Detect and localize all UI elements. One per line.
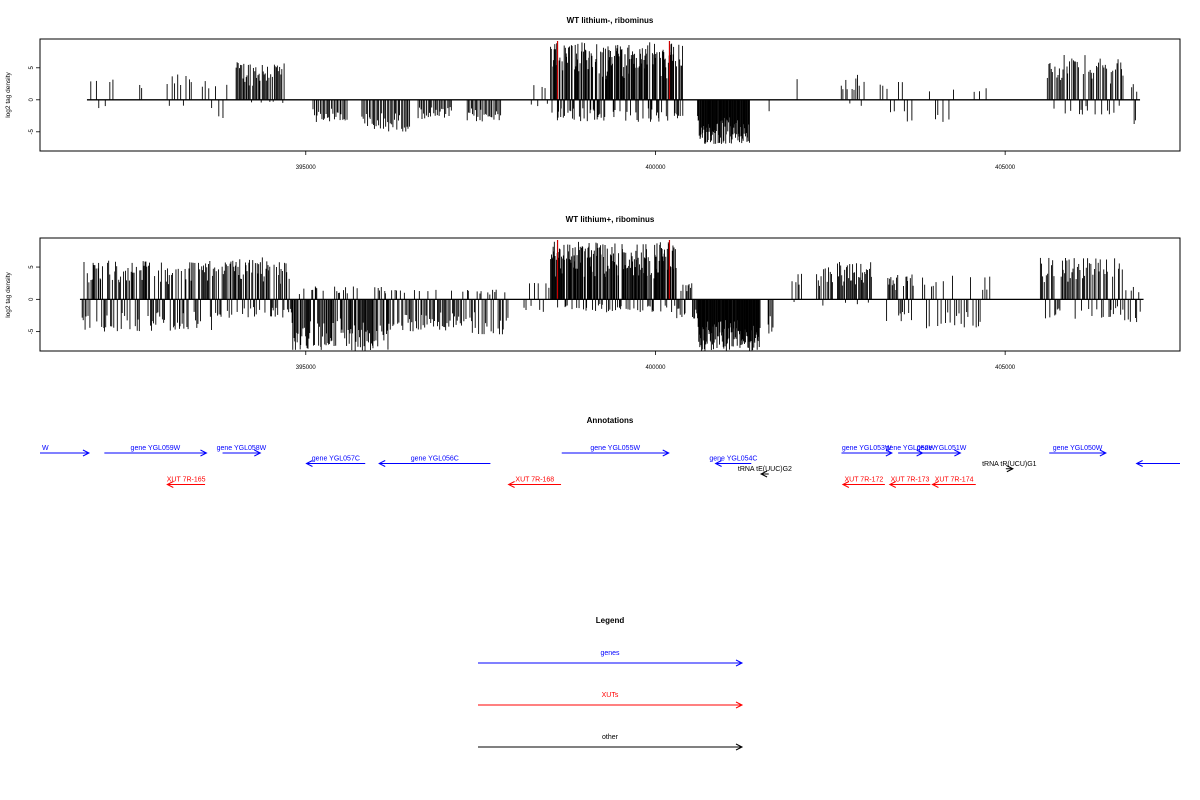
xut-feature-label: XUT 7R-165 [167,477,206,484]
y-tick-label: -5 [29,328,35,334]
gene-feature-label: gene YGL057C [312,456,360,463]
xut-feature-label: XUT 7R-168 [515,477,554,484]
legend-other-arrow [478,743,744,751]
x-tick-label: 395000 [296,365,317,371]
panel-1-ylabel: log2 tag density [5,71,12,117]
gene-feature-label: gene YGL050W [1053,445,1103,452]
gene-feature-arrow [104,449,208,457]
panel-2-signal [79,240,1144,351]
x-tick-label: 400000 [645,365,666,371]
panel-2-title: WT lithium+, ribominus [566,215,655,224]
y-tick-label: 0 [29,97,35,101]
gene-feature-label: gene YGL054C [709,456,757,463]
legend-gene-arrow [478,659,744,667]
other-feature-label: tRNA tE(UUC)G2 [738,466,792,473]
legend-entries: genes XUTs other [478,650,744,751]
gene-feature-label: gene YGL056C [411,456,459,463]
y-tick-label: 5 [29,265,35,269]
gene-feature-arrow [561,449,670,457]
x-tick-label: 405000 [995,165,1016,171]
legend-xut-arrow [478,701,744,709]
panel-2-frame [39,237,1181,352]
annotations-title: Annotations [587,416,634,425]
other-feature-arrow [759,470,769,478]
x-tick-label: 405000 [995,365,1016,371]
gene-feature-arrow [305,460,366,467]
xut-feature-arrow [166,481,206,488]
panel-2-ylabel: log2 tag density [5,271,12,317]
gene-feature-arrow [1135,460,1180,467]
xut-feature-label: XUT 7R-172 [844,477,883,484]
panel-1-frame [39,38,1181,152]
legend-xut-label: XUTs [602,692,619,699]
track-panel-2: WT lithium+, ribominus log2 tag density … [5,215,1181,371]
xut-feature-label: XUT 7R-173 [891,477,930,484]
xut-feature-arrow [931,481,976,488]
panel-1-axes: -5 0 5 395000 400000 405000 [29,65,1016,171]
gene-feature-label: gene YGL058W [217,445,267,452]
gene-feature-label: gene YGL051W [917,445,967,452]
y-tick-label: -5 [29,128,35,134]
xut-feature-label: XUT 7R-174 [935,477,974,484]
gene-feature-arrow [1049,449,1107,457]
panel-1-signal [86,41,1141,144]
xut-feature-arrow [841,481,885,488]
legend-gene-label: genes [600,650,620,657]
track-panel-1: WT lithium-, ribominus log2 tag density … [5,16,1181,171]
panel-2-axes: -5 0 5 395000 400000 405000 [29,265,1016,371]
gene-feature-label: gene YGL055W [590,445,640,452]
gene-feature-arrow [922,449,962,457]
gene-feature-arrow [40,449,91,457]
legend-title: Legend [596,616,625,625]
xut-feature-arrow [507,481,562,488]
other-feature-label: tRNA tR(UCU)G1 [982,461,1037,468]
gene-feature-arrow [841,449,893,457]
panel-1-title: WT lithium-, ribominus [567,16,654,25]
gene-feature-arrow [222,449,262,457]
gene-feature-arrow [378,460,491,467]
x-tick-label: 395000 [296,165,317,171]
x-tick-label: 400000 [645,165,666,171]
legend: Legend genes XUTs other [478,616,744,751]
gene-feature-arrow [714,460,752,467]
gene-feature-label: gene YGL053W [842,445,892,452]
gene-feature-label: gene YGL059W [131,445,181,452]
gene-feature-label: gene YGL052W [886,445,936,452]
y-tick-label: 0 [29,297,35,301]
y-tick-label: 5 [29,65,35,69]
gene-feature-label: W [42,445,49,452]
xut-feature-arrow [888,481,931,488]
legend-other-label: other [602,734,619,741]
other-feature-arrow [1005,465,1014,473]
